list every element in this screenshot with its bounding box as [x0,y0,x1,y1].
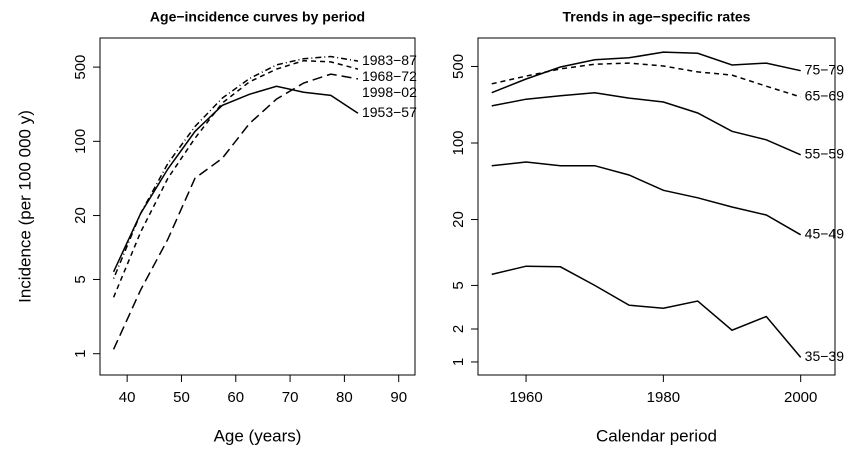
y-tick-label: 100 [450,130,467,155]
x-tick-label: 40 [119,389,136,406]
series-label: 55−59 [805,146,845,162]
x-tick-label: 90 [390,389,407,406]
x-tick-label: 50 [173,389,190,406]
y-axis-label: Incidence (per 100 000 y) [15,110,34,303]
series-label: 1953−57 [362,104,417,120]
y-tick-label: 20 [450,211,467,228]
y-tick-label: 100 [72,129,89,154]
series-line [112,73,359,350]
series-line [491,265,802,358]
series-line [491,51,801,94]
y-tick-label: 5 [72,275,89,283]
y-tick-label: 500 [450,54,467,79]
y-tick-label: 20 [72,207,89,224]
x-tick-label: 2000 [784,389,817,406]
series-label: 45−49 [805,226,845,242]
x-tick-label: 1960 [509,389,542,406]
series-label: 1998−02 [362,84,417,100]
y-tick-label: 1 [72,350,89,358]
series-line [112,59,359,298]
y-tick-label: 500 [72,55,89,80]
series-label: 65−69 [805,88,845,104]
chart-title: Trends in age−specific rates [563,9,751,25]
series-label: 1968−72 [362,68,417,84]
series-line [112,85,359,273]
x-axis-label: Calendar period [596,426,717,445]
series-line [491,62,801,98]
plot-box [99,37,416,376]
y-tick-label: 5 [450,281,467,289]
x-axis-label: Age (years) [214,426,302,445]
series-label: 75−79 [805,61,845,77]
x-tick-label: 80 [336,389,353,406]
series-label: 35−39 [805,348,845,364]
series-line [491,91,801,156]
y-tick-label: 1 [450,358,467,366]
y-tick-label: 2 [450,325,467,333]
x-tick-label: 1980 [647,389,680,406]
series-label: 1983−87 [362,52,417,68]
plot-box [477,37,836,376]
series-line [491,161,802,236]
series-line [112,55,359,279]
x-tick-label: 70 [282,389,299,406]
x-tick-label: 60 [227,389,244,406]
chart-title: Age−incidence curves by period [150,9,365,25]
